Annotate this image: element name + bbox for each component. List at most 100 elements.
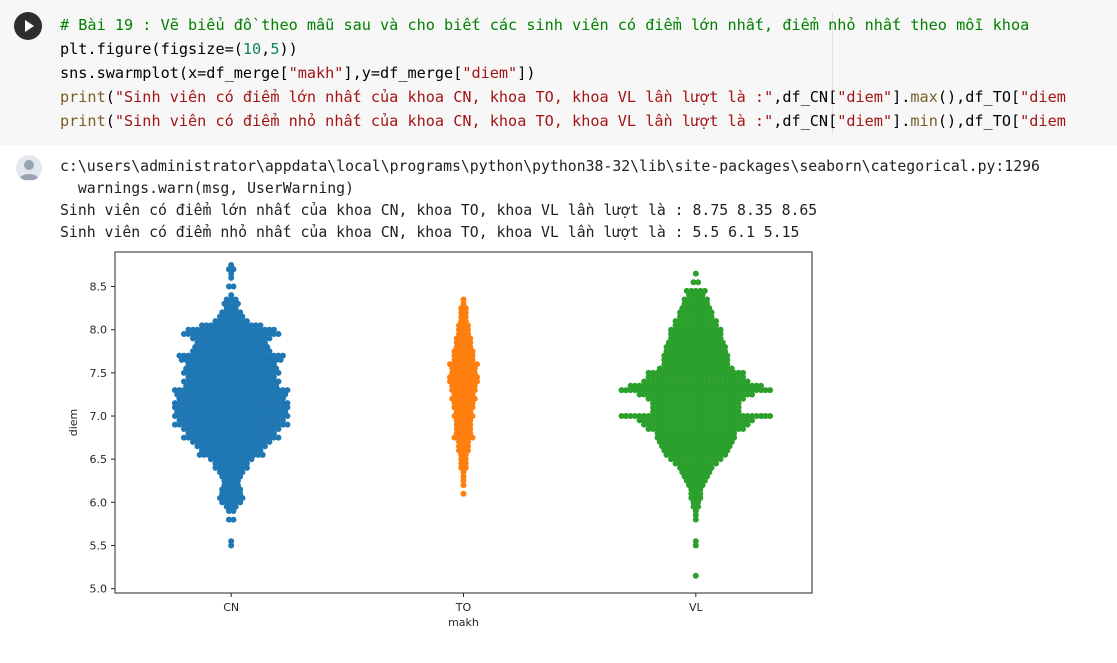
data-point-cn: [189, 369, 196, 376]
data-point-vl: [668, 382, 675, 389]
data-point-vl: [659, 430, 666, 437]
data-point-to: [456, 326, 462, 333]
data-point-vl: [650, 408, 657, 415]
data-point-vl: [717, 417, 724, 424]
data-point-cn: [252, 348, 259, 355]
data-point-vl: [650, 391, 657, 398]
data-point-vl: [672, 378, 679, 385]
data-point-to: [467, 417, 474, 424]
data-point-cn: [185, 369, 192, 376]
data-point-cn: [216, 313, 223, 320]
data-point-cn: [252, 417, 259, 424]
code-string: "diem: [1020, 88, 1066, 106]
data-point-cn: [225, 460, 232, 467]
data-point-vl: [699, 417, 706, 424]
data-point-vl: [668, 331, 675, 338]
data-point-vl: [645, 417, 652, 424]
data-point-vl: [672, 343, 679, 350]
x-axis-label: makh: [448, 616, 479, 629]
data-point-cn: [228, 274, 235, 281]
data-point-vl: [710, 356, 717, 363]
data-point-vl: [753, 382, 760, 389]
data-point-cn: [176, 400, 183, 407]
data-point-cn: [270, 421, 277, 428]
data-point-cn: [239, 438, 246, 445]
code-string: "diem": [837, 112, 893, 130]
data-point-vl: [713, 404, 720, 411]
data-point-cn: [275, 425, 282, 432]
data-point-cn: [270, 374, 277, 381]
data-point-cn: [270, 395, 277, 402]
data-point-vl: [681, 404, 688, 411]
data-point-vl: [708, 395, 715, 402]
run-cell-button[interactable]: [14, 12, 42, 40]
data-point-vl: [726, 391, 733, 398]
data-point-vl: [692, 507, 699, 514]
data-point-vl: [686, 292, 693, 299]
data-point-cn: [243, 421, 250, 428]
data-point-vl: [695, 499, 702, 506]
data-point-cn: [225, 318, 232, 325]
code-number: 5: [270, 40, 280, 58]
code-cell[interactable]: # Bài 19 : Vẽ biểu đồ theo mẫu sau và ch…: [0, 0, 1117, 145]
data-point-vl: [677, 460, 684, 467]
data-point-vl: [677, 313, 684, 320]
data-point-vl: [704, 395, 711, 402]
data-point-cn: [185, 400, 192, 407]
data-point-vl: [677, 326, 684, 333]
data-point-cn: [275, 400, 282, 407]
code-text: ]): [517, 64, 536, 82]
data-point-cn: [239, 421, 246, 428]
data-point-cn: [261, 348, 268, 355]
data-point-cn: [252, 369, 259, 376]
data-point-vl: [695, 313, 702, 320]
data-point-cn: [275, 417, 282, 424]
data-point-vl: [735, 369, 742, 376]
data-point-vl: [650, 369, 657, 376]
data-point-vl: [699, 309, 706, 316]
data-point-cn: [243, 460, 250, 467]
data-point-cn: [230, 425, 237, 432]
data-point-vl: [740, 374, 747, 381]
data-point-to: [462, 309, 469, 316]
data-point-cn: [234, 374, 241, 381]
data-point-cn: [225, 313, 232, 320]
data-point-cn: [266, 400, 273, 407]
data-point-vl: [740, 417, 747, 424]
max-scores-line: Sinh viên có điểm lớn nhất của khoa CN, …: [60, 202, 818, 219]
data-point-vl: [704, 313, 711, 320]
data-point-cn: [207, 425, 214, 432]
data-point-vl: [708, 408, 715, 415]
data-point-vl: [704, 387, 711, 394]
data-point-vl: [722, 382, 729, 389]
data-point-cn: [248, 374, 255, 381]
code-editor[interactable]: # Bài 19 : Vẽ biểu đồ theo mẫu sau và ch…: [60, 13, 1066, 133]
y-tick-label: 5.5: [90, 540, 108, 553]
data-point-vl: [654, 395, 661, 402]
data-point-cn: [266, 374, 273, 381]
data-point-vl: [683, 356, 690, 363]
data-point-cn: [239, 443, 246, 450]
data-point-vl: [686, 417, 693, 424]
data-point-vl: [690, 387, 697, 394]
data-point-vl: [668, 417, 675, 424]
data-point-vl: [735, 413, 742, 420]
data-point-cn: [248, 400, 255, 407]
data-point-vl: [695, 417, 702, 424]
data-point-vl: [690, 421, 697, 428]
data-point-vl: [690, 322, 697, 329]
data-point-vl: [645, 378, 652, 385]
data-point-cn: [279, 413, 286, 420]
data-point-vl: [699, 343, 706, 350]
data-point-to: [451, 434, 458, 441]
data-point-to: [462, 460, 469, 467]
data-point-cn: [194, 413, 201, 420]
data-point-vl: [753, 413, 760, 420]
data-point-cn: [266, 331, 273, 338]
data-point-to: [460, 374, 467, 381]
data-point-cn: [257, 335, 264, 342]
data-point-cn: [230, 283, 237, 290]
data-point-vl: [654, 369, 661, 376]
data-point-cn: [221, 443, 228, 450]
data-point-cn: [225, 507, 232, 514]
